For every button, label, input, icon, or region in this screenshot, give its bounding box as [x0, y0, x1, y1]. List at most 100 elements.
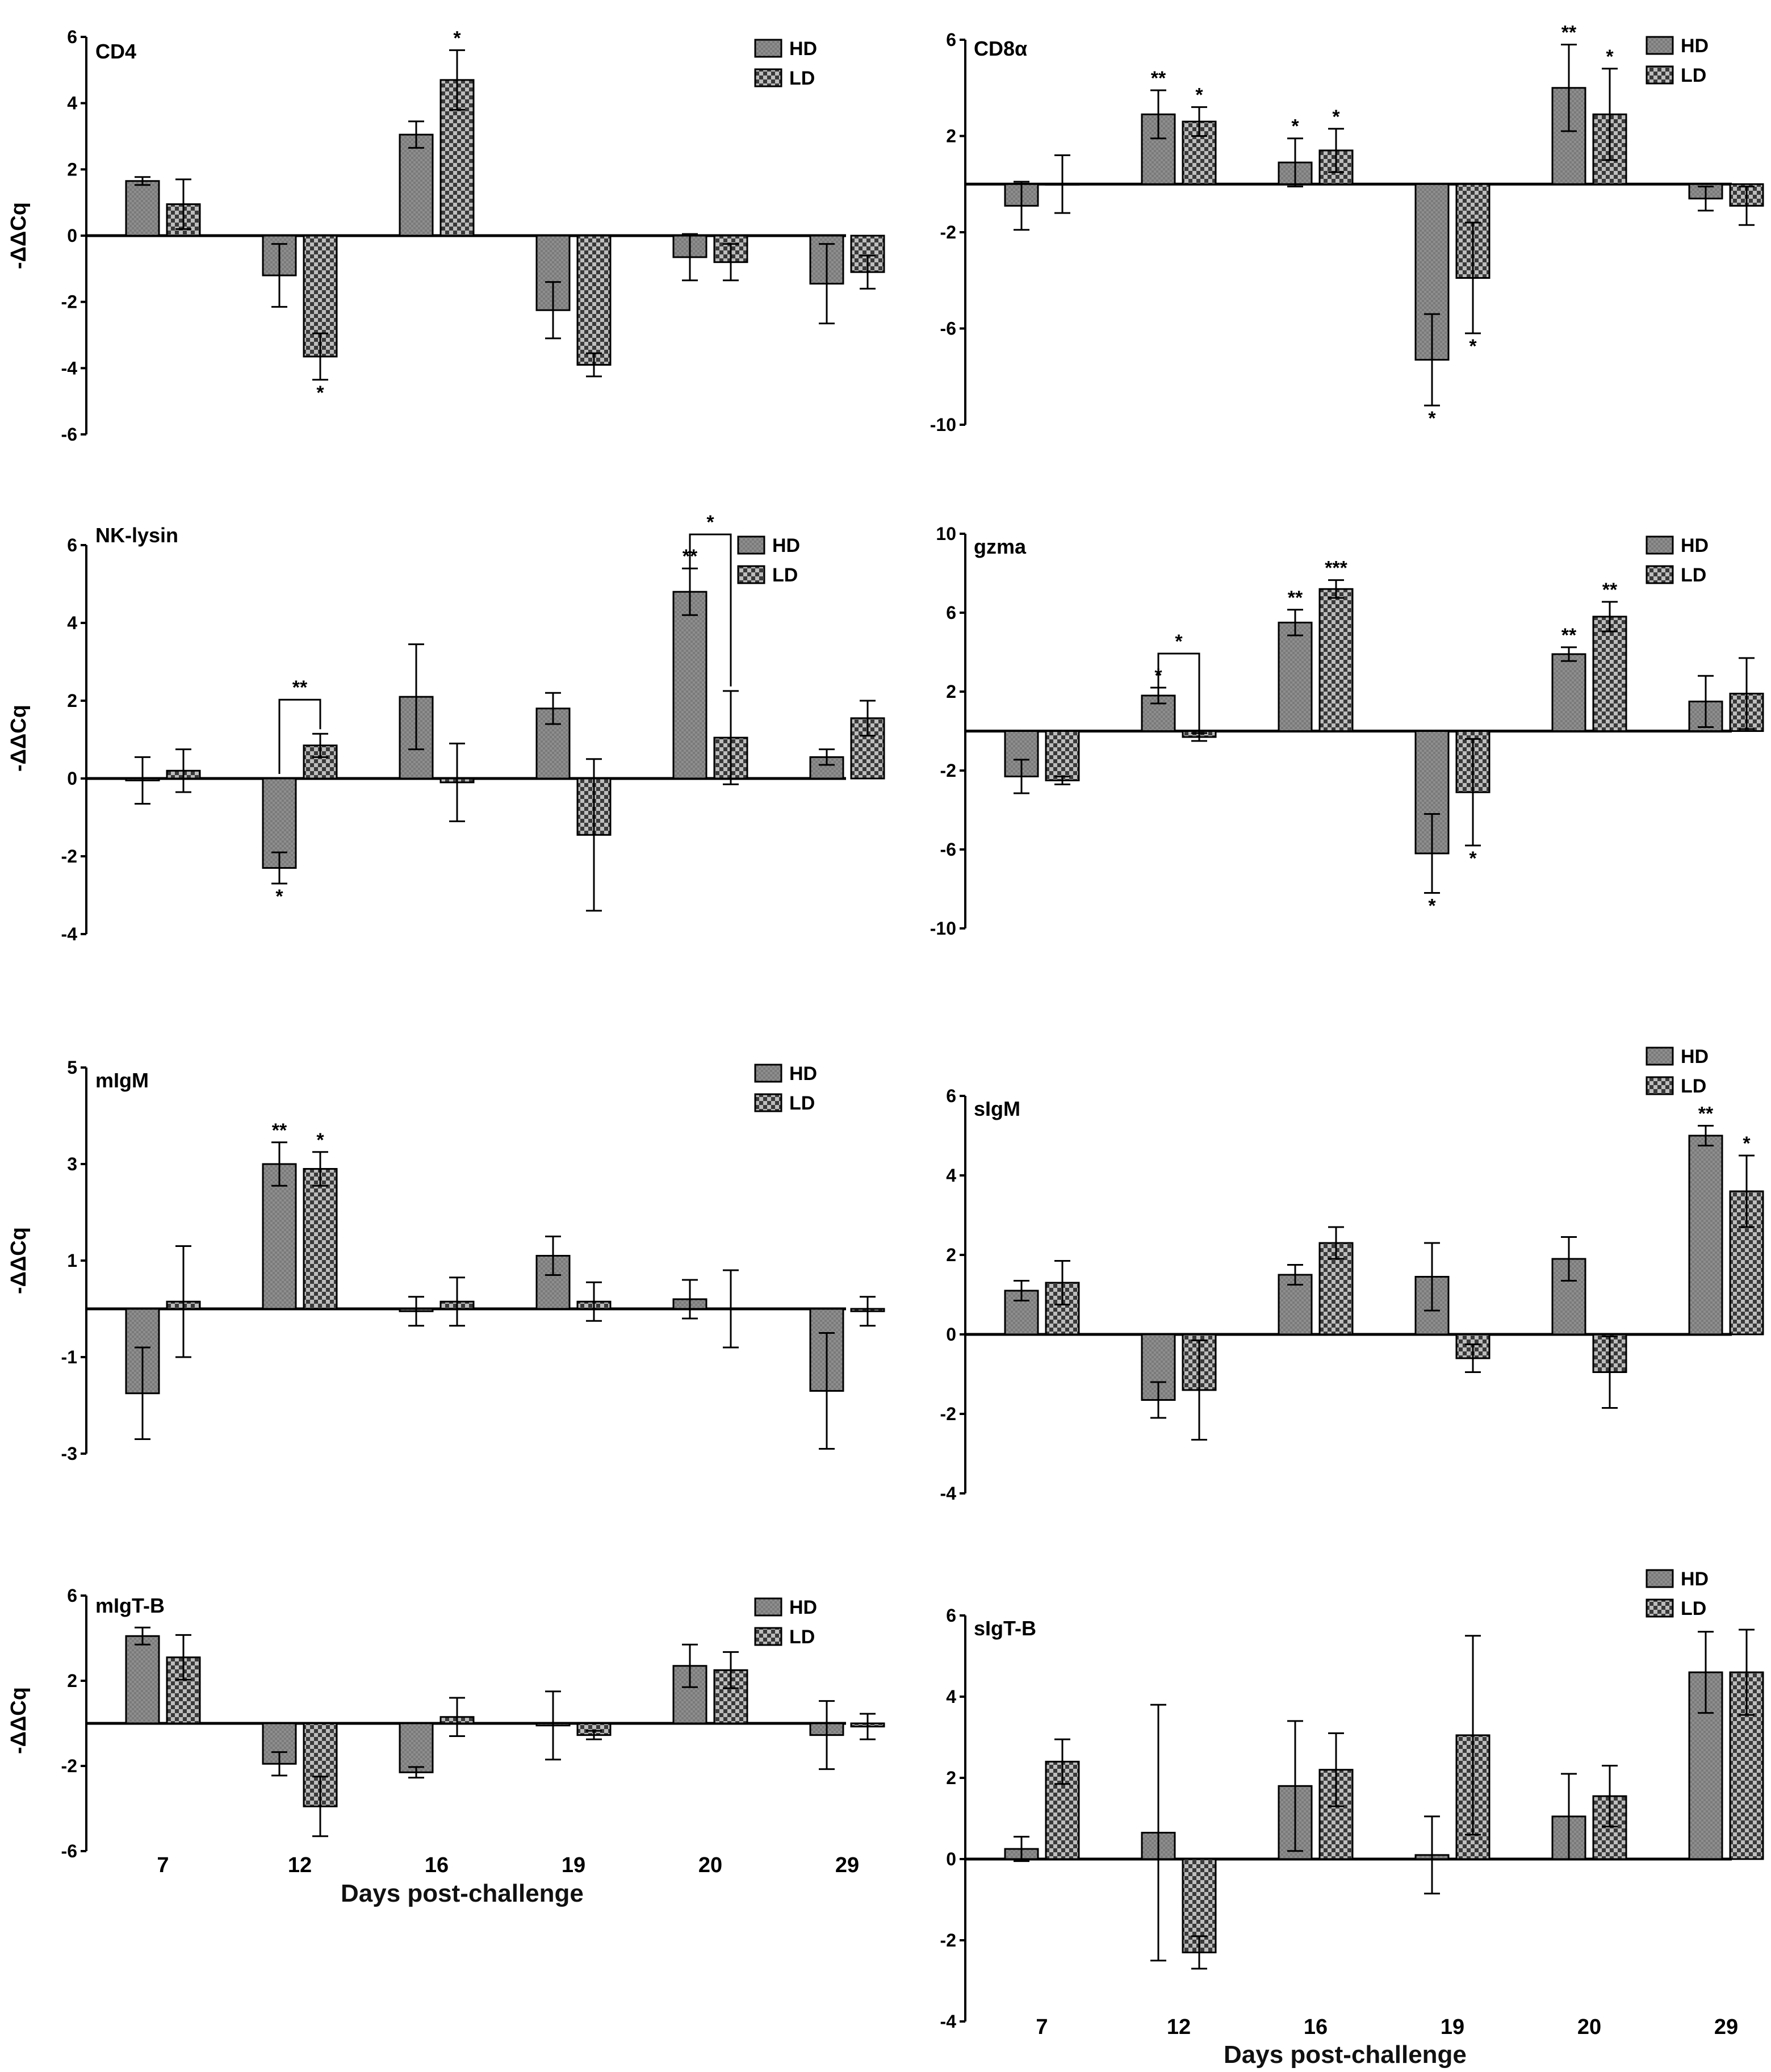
significance-label: * — [316, 382, 324, 404]
y-tick-label: 2 — [67, 159, 77, 179]
y-tick-label: 2 — [67, 690, 77, 711]
y-tick-label: -6 — [61, 424, 77, 445]
x-axis-title-right: Days post-challenge — [1224, 2041, 1467, 2069]
significance-label: * — [453, 27, 461, 49]
legend-label-ld: LD — [789, 68, 815, 89]
significance-label: *** — [1325, 558, 1347, 579]
legend-label-ld: LD — [1681, 564, 1706, 586]
panel-title: NK-lysin — [95, 524, 178, 547]
legend-swatch-hd — [1646, 36, 1674, 55]
legend-swatch-ld — [754, 68, 782, 87]
legend-label-hd: HD — [789, 1597, 817, 1618]
y-tick-label: 2 — [946, 681, 956, 702]
panel-title: sIgM — [974, 1097, 1020, 1120]
x-tick-label: 19 — [1441, 2015, 1464, 2039]
y-tick-label: 0 — [67, 768, 77, 789]
legend-label-ld: LD — [772, 564, 798, 586]
y-tick-label: -2 — [61, 1756, 77, 1776]
y-tick-label: 2 — [946, 1768, 956, 1788]
significance-label: * — [1428, 408, 1436, 429]
x-tick-label: 12 — [288, 1853, 312, 1877]
legend-swatch-ld — [754, 1627, 782, 1646]
y-tick-label: -10 — [930, 415, 956, 435]
y-tick-label: -2 — [940, 760, 956, 781]
x-tick-label: 12 — [1167, 2015, 1191, 2039]
significance-label: * — [1428, 895, 1436, 916]
significance-label: * — [1743, 1133, 1751, 1154]
significance-label: ** — [1561, 22, 1577, 43]
legend-label-ld: LD — [1681, 1598, 1706, 1619]
y-tick-label: -4 — [61, 924, 78, 944]
y-tick-label: -4 — [61, 358, 78, 378]
y-tick-label: -2 — [61, 292, 77, 312]
bar-ld — [1318, 588, 1354, 732]
y-tick-label: 0 — [946, 1324, 956, 1345]
significance-label: ** — [1698, 1103, 1714, 1125]
y-tick-label: -3 — [61, 1443, 77, 1464]
legend-label-hd: HD — [789, 38, 817, 60]
bar-hd — [1278, 621, 1313, 732]
significance-label: * — [1469, 848, 1477, 869]
significance-label: * — [1469, 336, 1477, 357]
y-tick-label: 6 — [946, 1605, 956, 1626]
bar-hd — [399, 133, 434, 237]
bar-hd — [125, 180, 160, 237]
legend-label-hd: HD — [1681, 35, 1709, 57]
y-tick-label: -2 — [61, 846, 77, 867]
significance-label: * — [1332, 106, 1340, 128]
y-tick-label: 6 — [946, 1086, 956, 1106]
y-tick-label: -6 — [940, 319, 956, 339]
legend-label-ld: LD — [1681, 1075, 1706, 1097]
significance-label: ** — [1602, 579, 1618, 601]
y-axis-title: -ΔΔCq — [7, 705, 31, 772]
legend-swatch-hd — [1646, 1047, 1674, 1066]
legend-label-hd: HD — [1681, 535, 1709, 556]
significance-bracket — [689, 533, 732, 687]
significance-label: ** — [272, 1120, 287, 1141]
y-tick-label: -4 — [940, 2011, 957, 2032]
y-tick-label: -10 — [930, 918, 956, 939]
panel-title: CD4 — [95, 40, 136, 63]
panel-title: CD8α — [974, 37, 1027, 60]
chart-panel-cd4: 6 4 2 0 -2 -4 -6 CD4 -ΔΔCq HD LD * * — [7, 27, 885, 445]
legend-swatch-ld — [1646, 565, 1674, 584]
y-tick-label: -1 — [61, 1347, 77, 1367]
significance-label: * — [1291, 116, 1299, 137]
x-tick-label: 29 — [1714, 2015, 1738, 2039]
bar-hd — [1688, 1135, 1723, 1336]
chart-panel-migt-b: 6 2 -2 -6 mIgT-B -ΔΔCq HD LD 7 12 16 19 20 29 — [7, 1585, 885, 1877]
bar-hd — [125, 1635, 160, 1724]
y-tick-label: -2 — [940, 1930, 956, 1950]
bar-ld — [713, 1669, 748, 1724]
legend-swatch-ld — [1646, 65, 1674, 85]
x-tick-label: 7 — [157, 1853, 169, 1877]
y-tick-label: -2 — [940, 1404, 956, 1424]
bar-ld — [1592, 616, 1627, 732]
y-tick-label: 2 — [67, 1671, 77, 1691]
bar-hd — [672, 591, 707, 780]
y-tick-label: 4 — [67, 613, 77, 633]
y-tick-label: 2 — [946, 1245, 956, 1265]
y-tick-label: 6 — [946, 602, 956, 623]
y-tick-label: 1 — [67, 1250, 77, 1271]
y-axis-title: -ΔΔCq — [7, 202, 31, 269]
y-tick-label: -6 — [940, 839, 956, 860]
panel-title: mIgM — [95, 1069, 149, 1092]
significance-label: ** — [1151, 68, 1166, 89]
y-tick-label: 2 — [946, 126, 956, 146]
bracket-label: * — [1175, 631, 1183, 652]
panel-title: gzma — [974, 535, 1027, 558]
legend-swatch-hd — [754, 39, 782, 58]
x-axis-title-left: Days post-challenge — [341, 1880, 584, 1907]
legend-swatch-ld — [754, 1093, 782, 1112]
y-tick-label: 6 — [67, 535, 77, 555]
y-tick-label: 4 — [946, 1165, 956, 1186]
significance-label: * — [275, 886, 283, 907]
bar-hd — [1551, 653, 1586, 732]
bar-hd — [399, 1722, 434, 1773]
legend-swatch-hd — [754, 1597, 782, 1617]
legend-label-ld: LD — [1681, 65, 1706, 86]
